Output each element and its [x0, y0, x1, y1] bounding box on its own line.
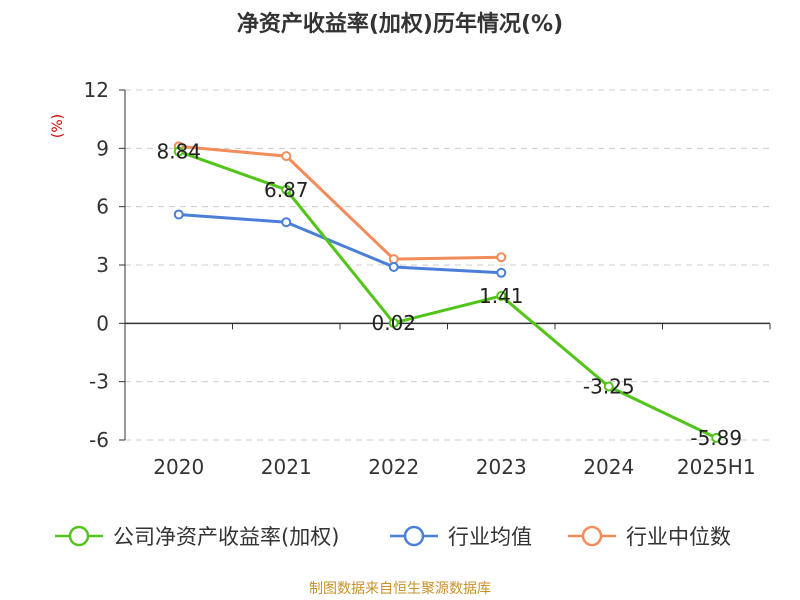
data-point[interactable] — [603, 381, 614, 392]
legend-marker-2 — [581, 525, 603, 547]
x-tick-label: 2022 — [368, 455, 419, 479]
data-label: 1.41 — [479, 284, 524, 308]
legend-label-0[interactable]: 公司净资产收益率(加权) — [113, 525, 339, 549]
y-tick-label: 6 — [96, 195, 109, 219]
series-line-0 — [178, 150, 717, 440]
legend-marker-0 — [68, 525, 90, 547]
y-axis-label: (%) — [50, 114, 66, 138]
data-point[interactable] — [388, 317, 399, 328]
data-point[interactable] — [281, 217, 292, 228]
data-point[interactable] — [173, 209, 184, 220]
y-tick-label: 9 — [96, 136, 109, 160]
grid-lines — [125, 89, 770, 441]
x-tick-label: 2024 — [583, 455, 634, 479]
data-point[interactable] — [711, 432, 722, 443]
source-note: 制图数据来自恒生聚源数据库 — [309, 581, 491, 597]
series-line-1 — [178, 212, 502, 275]
legend-label-1[interactable]: 行业均值 — [448, 525, 532, 549]
legend-marker-1 — [403, 525, 425, 547]
data-point[interactable] — [496, 290, 507, 301]
data-point[interactable] — [388, 261, 399, 272]
y-tick-label: 12 — [84, 78, 109, 102]
data-point[interactable] — [496, 267, 507, 278]
legend: 公司净资产收益率(加权) 行业均值 行业中位数 — [55, 525, 731, 549]
y-tick-label: 3 — [96, 253, 109, 277]
y-tick-label: -6 — [89, 428, 109, 452]
axes: 12 9 6 3 0 -3 -6 2020 2021 2022 2023 2024 2025H1 (%) — [50, 78, 771, 479]
chart-title: 净资产收益率(加权)历年情况(%) — [236, 12, 564, 37]
y-tick-label: -3 — [89, 370, 109, 394]
x-tick-label: 2023 — [476, 455, 527, 479]
data-point[interactable] — [173, 146, 184, 157]
x-tick-label: 2025H1 — [677, 455, 756, 479]
data-label: -3.25 — [583, 375, 635, 399]
series-lines — [173, 141, 722, 443]
x-tick-label: 2021 — [261, 455, 312, 479]
legend-label-2[interactable]: 行业中位数 — [626, 525, 731, 549]
series-line-2 — [178, 144, 502, 261]
data-point[interactable] — [281, 184, 292, 195]
data-point[interactable] — [496, 252, 507, 263]
data-label: 8.84 — [156, 139, 201, 163]
y-tick-label: 0 — [96, 311, 109, 335]
data-label: 0.02 — [371, 311, 416, 335]
data-label: -5.89 — [690, 426, 742, 450]
data-label: 6.87 — [264, 178, 309, 202]
data-labels: 8.84 6.87 0.02 1.41 -3.25 -5.89 — [156, 139, 742, 449]
x-tick-label: 2020 — [153, 455, 204, 479]
data-point[interactable] — [281, 151, 292, 162]
